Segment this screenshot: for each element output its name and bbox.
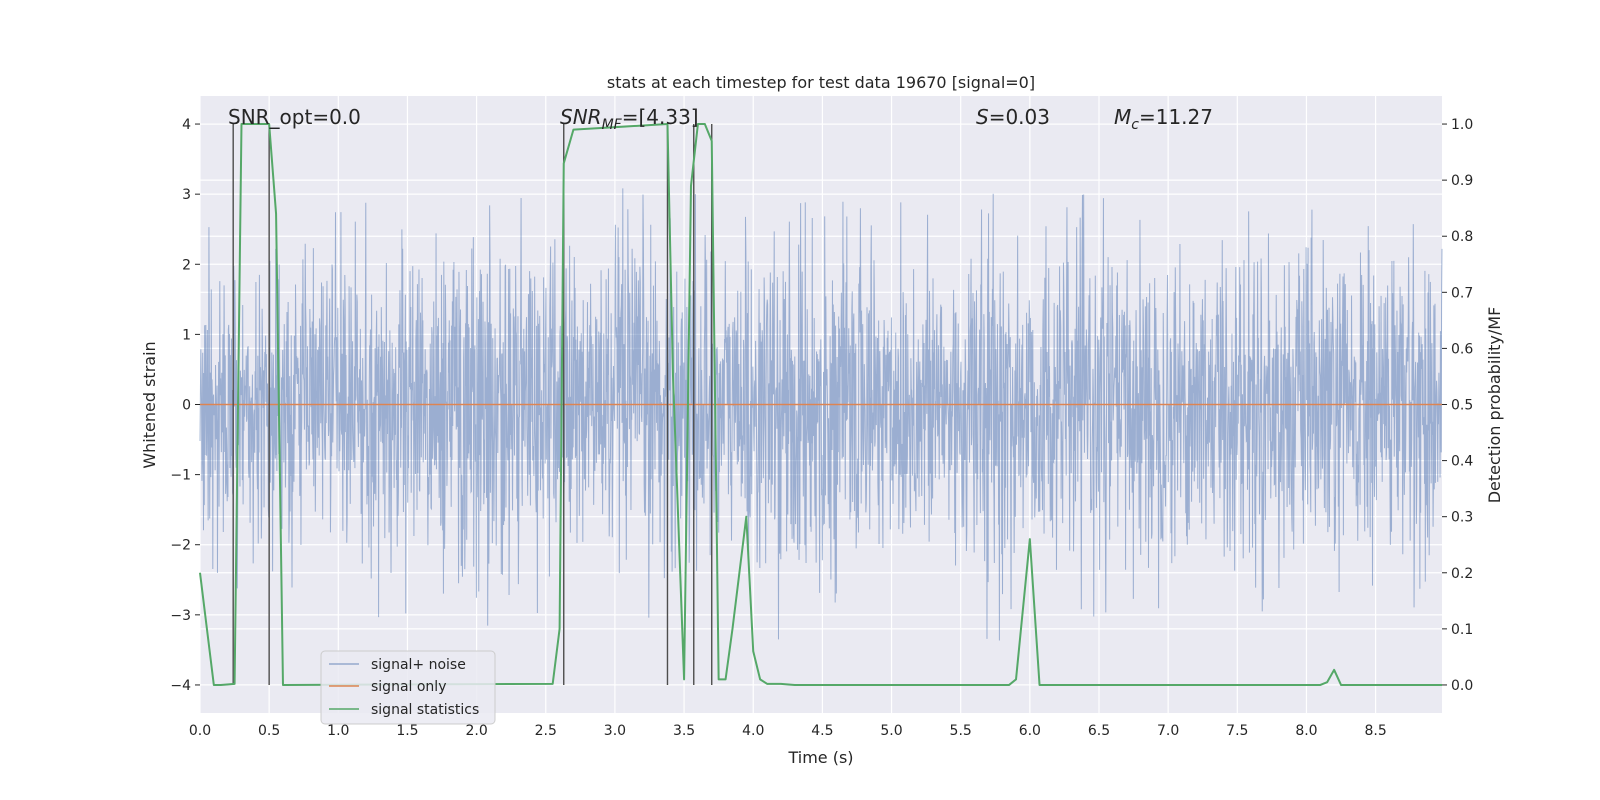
x-tick-label: 5.0 <box>880 723 902 739</box>
y-right-tick-label: 0.2 <box>1451 566 1473 582</box>
snr-mf-main: SNR <box>560 105 602 129</box>
y-right-axis-label: Detection probability/MF <box>1485 307 1504 504</box>
x-tick-label: 1.0 <box>327 723 349 739</box>
y-right-tick-label: 0.6 <box>1451 341 1473 357</box>
snr-opt-annotation: SNR_opt=0.0 <box>228 105 361 129</box>
legend-label-signal-noise: signal+ noise <box>371 657 466 673</box>
y-tick-label: −4 <box>170 678 191 694</box>
legend-box <box>320 650 496 725</box>
y-tick-label: −2 <box>170 538 191 554</box>
snr-mf-value: =[4.33] <box>622 105 699 129</box>
x-tick-label: 3.0 <box>604 723 626 739</box>
y-right-tick-label: 0.3 <box>1451 510 1473 526</box>
x-tick-label: 0.5 <box>258 723 280 739</box>
x-axis-ticks: 0.0 0.5 1.0 1.5 2.0 2.5 3.0 3.5 4.0 4.5 5.0 5.5 6.0 6… <box>189 723 1387 739</box>
mc-subscript: c <box>1131 117 1139 133</box>
y-right-tick-label: 0.5 <box>1451 398 1473 414</box>
s-value: =0.03 <box>989 105 1050 129</box>
y-right-tick-label: 0.9 <box>1451 173 1473 189</box>
legend-label-signal-statistics: signal statistics <box>371 702 479 718</box>
x-tick-label: 5.5 <box>950 723 972 739</box>
x-tick-label: 6.0 <box>1019 723 1041 739</box>
s-annotation: S=0.03 <box>976 105 1050 129</box>
mc-value: =11.27 <box>1139 105 1213 129</box>
y-tick-label: 3 <box>182 187 191 203</box>
signal-statistics-line <box>199 123 1442 686</box>
x-axis-label: Time (s) <box>787 748 853 767</box>
x-tick-label: 0.0 <box>189 723 211 739</box>
y-axis-ticks: 4 3 2 1 0 −1 −2 −3 −4 <box>170 117 200 694</box>
x-tick-label: 4.5 <box>811 723 833 739</box>
y-right-tick-label: 0.7 <box>1451 285 1473 301</box>
mc-annotation: Mc=11.27 <box>1114 105 1213 133</box>
y-right-tick-label: 0.0 <box>1451 678 1473 694</box>
chart-title: stats at each timestep for test data 196… <box>607 73 1035 92</box>
snr-mf-annotation: SNRMF=[4.33] <box>560 105 699 133</box>
y-right-tick-label: 0.1 <box>1451 622 1473 638</box>
x-tick-label: 3.5 <box>673 723 695 739</box>
s-main: S <box>976 105 989 129</box>
x-tick-label: 7.5 <box>1226 723 1248 739</box>
signal-statistics-series <box>199 123 1442 686</box>
x-tick-label: 4.0 <box>742 723 764 739</box>
y-right-tick-label: 0.4 <box>1451 454 1473 470</box>
legend: signal+ noise signal only signal statist… <box>320 650 496 725</box>
x-tick-label: 2.0 <box>465 723 487 739</box>
y-tick-label: 1 <box>182 327 191 343</box>
x-tick-label: 8.5 <box>1364 723 1386 739</box>
y-tick-label: −1 <box>170 468 191 484</box>
x-tick-label: 8.0 <box>1295 723 1317 739</box>
y-axis-label: Whitened strain <box>140 341 159 468</box>
x-tick-label: 1.5 <box>396 723 418 739</box>
y-tick-label: −3 <box>170 608 191 624</box>
signal-noise-line <box>199 188 1443 641</box>
y-right-tick-label: 1.0 <box>1451 117 1473 133</box>
x-tick-label: 6.5 <box>1088 723 1110 739</box>
y-right-tick-label: 0.8 <box>1451 229 1473 245</box>
x-tick-label: 7.0 <box>1157 723 1179 739</box>
y-tick-label: 2 <box>182 257 191 273</box>
legend-label-signal-only: signal only <box>371 679 446 695</box>
snr-mf-subscript: MF <box>602 117 623 133</box>
mc-main: M <box>1114 105 1131 129</box>
y-tick-label: 0 <box>182 398 191 414</box>
y-right-axis-ticks: 1.0 0.9 0.8 0.7 0.6 0.5 0.4 0.3 0.2 0.1 0.0 <box>1442 117 1473 694</box>
signal-noise-series <box>199 188 1443 641</box>
x-tick-label: 2.5 <box>535 723 557 739</box>
y-tick-label: 4 <box>182 117 191 133</box>
